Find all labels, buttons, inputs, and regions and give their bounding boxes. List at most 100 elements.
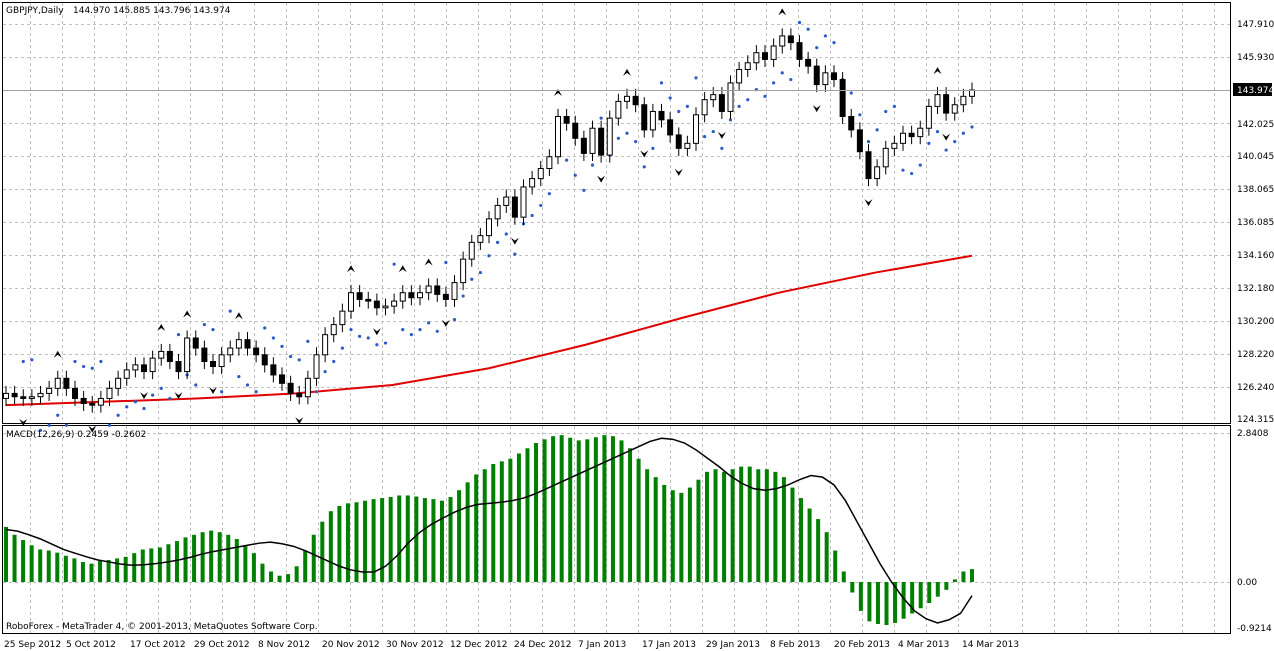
- sar-dot: [202, 322, 206, 327]
- macd-bar: [935, 582, 940, 597]
- fractal-up-arrow: [234, 312, 243, 320]
- macd-histogram: [4, 435, 974, 626]
- sar-dot: [64, 423, 68, 427]
- candle-body: [805, 58, 812, 67]
- macd-bar: [713, 469, 718, 582]
- macd-bar: [619, 440, 624, 582]
- macd-bar: [226, 534, 231, 582]
- sar-dot: [547, 192, 551, 196]
- sma-line: [5, 254, 973, 407]
- candle-body: [917, 127, 924, 138]
- macd-panel-frame: [2, 425, 1231, 634]
- macd-bar: [756, 469, 761, 582]
- sar-dot: [90, 366, 94, 370]
- macd-bar: [807, 508, 812, 582]
- sar-dot: [306, 339, 310, 343]
- fractal-down-arrow: [717, 131, 726, 139]
- candle-body: [149, 357, 156, 373]
- macd-bar: [910, 582, 915, 614]
- candle-body: [227, 347, 234, 356]
- sar-dot: [401, 328, 405, 332]
- candle-body: [28, 396, 35, 399]
- macd-bar: [833, 550, 838, 582]
- sar-dot: [703, 135, 707, 139]
- sar-dot: [746, 98, 750, 102]
- macd-bar: [850, 582, 855, 593]
- macd-bar: [670, 490, 675, 582]
- macd-bar: [405, 495, 410, 582]
- sar-dot: [711, 129, 715, 134]
- time-label: 7 Jan 2013: [578, 640, 626, 650]
- price-tick: 132.180: [1237, 284, 1274, 294]
- macd-bar: [106, 559, 111, 582]
- sar-dot: [953, 140, 957, 144]
- candle-body: [3, 392, 9, 399]
- fractal-down-arrow: [640, 150, 649, 158]
- macd-bar: [260, 563, 265, 582]
- sar-dot: [565, 158, 569, 162]
- candle-body: [330, 324, 337, 336]
- macd-bar: [867, 582, 872, 622]
- price-tick: 140.045: [1237, 152, 1274, 162]
- time-label: 8 Feb 2013: [770, 640, 820, 650]
- candle-body: [175, 361, 182, 373]
- candle-body: [218, 354, 225, 368]
- candle-body: [675, 134, 682, 149]
- candle-body: [37, 392, 44, 398]
- macd-bar: [251, 553, 256, 582]
- macd-bar: [311, 534, 316, 582]
- macd-bar: [704, 471, 709, 582]
- macd-bar: [858, 582, 863, 611]
- macd-bar: [123, 556, 128, 582]
- price-axis: 147.910 145.930 143.974 142.025 140.045 …: [1233, 20, 1274, 425]
- current-price-box: [1233, 83, 1272, 96]
- sar-dot: [444, 260, 448, 265]
- signal-line: [5, 437, 973, 624]
- fractal-down-arrow: [510, 237, 519, 245]
- candle-body: [693, 114, 699, 144]
- sar-dot: [142, 406, 146, 411]
- sar-dot: [513, 252, 517, 256]
- macd-bar: [816, 519, 821, 582]
- candle-body: [882, 147, 889, 168]
- sar-dot: [737, 104, 741, 109]
- time-label: 17 Oct 2012: [130, 640, 186, 650]
- macd-bar: [98, 561, 103, 582]
- candle-body: [891, 142, 898, 149]
- fractal-down-arrow: [295, 417, 304, 425]
- sar-dot: [289, 354, 293, 359]
- macd-bar: [884, 582, 889, 626]
- sar-dot: [504, 232, 508, 236]
- moving-average-line: [5, 254, 973, 407]
- macd-bar: [439, 500, 444, 582]
- sar-dot: [677, 109, 681, 114]
- candle-body: [925, 105, 932, 129]
- price-tick: 136.085: [1237, 218, 1274, 228]
- current-price-label: 143.974: [1237, 86, 1274, 96]
- candle-body: [563, 115, 570, 124]
- candle-body: [20, 396, 27, 399]
- macd-bar: [388, 497, 393, 582]
- candle-body: [442, 293, 449, 300]
- sar-dot: [797, 20, 802, 25]
- fractal-down-arrow: [674, 168, 683, 176]
- sar-dot: [349, 328, 353, 332]
- macd-bar: [363, 500, 368, 582]
- candle-body: [727, 82, 734, 112]
- price-tick: 142.025: [1237, 120, 1274, 130]
- candle-body: [822, 72, 829, 86]
- candle-body: [744, 62, 751, 70]
- macd-bar: [585, 439, 590, 582]
- macd-bar: [944, 582, 949, 590]
- sar-dot: [263, 326, 267, 330]
- macd-bar: [89, 563, 94, 582]
- candle-body: [486, 218, 492, 237]
- macd-axis: 2.8408 0.00 -0.9214: [1237, 429, 1272, 634]
- fractal-up-arrow: [347, 265, 355, 273]
- candle-body: [606, 117, 613, 156]
- macd-bar: [457, 490, 462, 582]
- sar-dot: [280, 344, 284, 349]
- fractal-up-arrow: [778, 8, 787, 16]
- candle-body: [72, 387, 78, 399]
